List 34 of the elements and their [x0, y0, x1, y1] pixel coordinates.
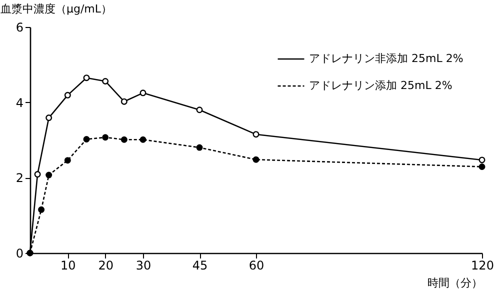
x-tick-label: 120	[471, 258, 494, 272]
y-tick-label: 0	[16, 246, 24, 260]
point	[34, 171, 41, 178]
point	[46, 114, 52, 122]
point	[120, 136, 128, 143]
point	[102, 134, 109, 141]
point	[83, 74, 90, 82]
legend-label: アドレナリン非添加 25mL 2%	[309, 52, 464, 65]
point	[140, 90, 146, 96]
point	[478, 164, 486, 170]
point	[64, 157, 71, 164]
point	[64, 92, 71, 98]
y-tick-label: 4	[16, 96, 24, 110]
x-tick-label: 45	[192, 258, 208, 272]
point	[252, 131, 260, 138]
y-tick-label: 6	[16, 20, 24, 34]
point	[46, 172, 52, 178]
point	[478, 156, 486, 164]
x-axis-title: 時間（分）	[428, 276, 482, 290]
y-axis-title: 血漿中濃度（μg/mL）	[0, 2, 112, 16]
x-tick-label: 20	[98, 258, 114, 272]
point	[252, 156, 260, 163]
point	[196, 106, 203, 114]
point	[102, 78, 109, 84]
point	[120, 98, 128, 105]
point	[196, 144, 203, 151]
legend-label: アドレナリン添加 25mL 2%	[309, 79, 452, 92]
x-tick-label: 60	[248, 258, 264, 272]
point	[140, 136, 146, 143]
point	[38, 206, 45, 213]
point	[83, 136, 90, 142]
y-tick-label: 2	[16, 171, 24, 186]
x-tick-label: 30	[136, 258, 152, 272]
x-tick-label: 10	[60, 258, 76, 272]
